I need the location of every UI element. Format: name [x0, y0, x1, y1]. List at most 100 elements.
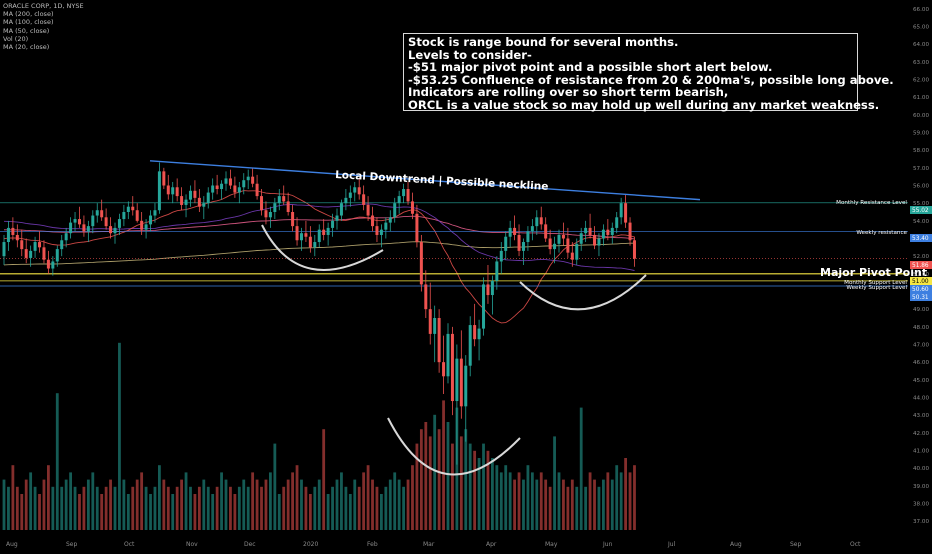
- volume-bar: [166, 486, 170, 530]
- volume-bar: [451, 443, 454, 530]
- volume-bar: [468, 443, 472, 530]
- candle-body: [153, 210, 157, 216]
- volume-bar: [437, 429, 441, 530]
- x-tick-label: Mar: [423, 541, 435, 548]
- volume-bar: [455, 407, 459, 530]
- volume-bar: [269, 472, 272, 530]
- volume-bar: [91, 472, 95, 530]
- candle-body: [29, 250, 33, 258]
- volume-bar: [264, 479, 268, 530]
- volume-bar: [15, 486, 19, 530]
- candle-body: [557, 234, 561, 244]
- volume-bar: [211, 494, 215, 530]
- candle-body: [455, 358, 459, 402]
- candle-body: [162, 171, 166, 186]
- volume-bar: [78, 494, 81, 530]
- legend-ma100[interactable]: MA (100, close): [3, 18, 54, 27]
- volume-bar: [593, 479, 596, 530]
- volume-bar: [606, 472, 610, 530]
- volume-bar: [171, 494, 175, 530]
- x-tick-label: Dec: [244, 541, 256, 548]
- x-tick-label: May: [545, 541, 558, 548]
- volume-bar: [224, 479, 228, 530]
- legend-ma20[interactable]: MA (20, close): [3, 43, 50, 52]
- y-tick-label: 41.00: [913, 449, 929, 455]
- candle-body: [220, 183, 224, 190]
- volume-bar: [24, 479, 28, 530]
- y-tick-label: 62.00: [913, 78, 929, 84]
- volume-bar: [308, 494, 312, 530]
- candle-body: [606, 229, 610, 235]
- candle-body: [24, 249, 28, 258]
- legend-ma50[interactable]: MA (50, close): [3, 26, 50, 35]
- volume-bar: [42, 479, 46, 530]
- level-label: Weekly Support Level: [846, 285, 907, 291]
- candle-body: [619, 203, 623, 218]
- volume-bar: [402, 486, 405, 530]
- candle-body: [597, 238, 601, 246]
- candle-body: [260, 196, 264, 211]
- volume-bar: [242, 479, 246, 530]
- volume-bar: [122, 479, 126, 530]
- volume-bar: [140, 472, 144, 530]
- price-tag: [910, 285, 932, 293]
- candle-body: [228, 178, 232, 186]
- ma200-line: [3, 241, 635, 266]
- candle-body: [322, 229, 326, 235]
- volume-bar: [419, 429, 423, 530]
- volume-bar: [557, 472, 561, 530]
- downtrend-label: Local Downtrend | Possible neckline: [335, 169, 549, 193]
- candle-body: [530, 226, 534, 232]
- candle-body: [433, 318, 437, 334]
- axes-layer: 66.00 65.00 64.00 63.00 62.00 61.00 60.00 59.00…: [6, 7, 932, 548]
- volume-bar: [326, 494, 330, 530]
- volume-bar: [526, 465, 530, 530]
- y-tick-label: 58.00: [913, 148, 929, 154]
- volume-bar: [375, 486, 379, 530]
- volume-bar: [237, 486, 241, 530]
- volume-bar: [597, 486, 601, 530]
- volume-bar: [304, 486, 308, 530]
- candle-body: [246, 176, 250, 181]
- candle-body: [335, 215, 339, 221]
- volume-bar: [64, 479, 68, 530]
- volume-bar: [415, 443, 419, 530]
- candle-body: [38, 242, 42, 248]
- volume-bar: [7, 486, 10, 530]
- volume-bar: [162, 479, 166, 530]
- candle-body: [570, 252, 574, 260]
- legend-vol[interactable]: Vol (20): [3, 34, 29, 43]
- volume-bar: [353, 479, 357, 530]
- volume-bar: [504, 465, 508, 530]
- candle-body: [55, 249, 59, 262]
- candle-body: [69, 222, 73, 234]
- x-tick-label: Apr: [486, 541, 497, 548]
- volume-bar: [295, 465, 299, 530]
- volume-bar: [109, 479, 112, 530]
- volume-bar: [388, 479, 392, 530]
- price-tag-label: 51.00: [912, 279, 929, 285]
- candle-body: [366, 204, 370, 216]
- candle-body: [353, 187, 357, 193]
- volume-bar: [424, 422, 428, 530]
- volume-bar: [535, 479, 539, 530]
- candle-body: [313, 242, 317, 248]
- candle-body: [317, 229, 321, 243]
- candle-body: [339, 203, 343, 216]
- candle-body: [593, 234, 597, 246]
- price-tag: [910, 206, 932, 214]
- candle-body: [388, 217, 392, 223]
- candle-body: [588, 227, 592, 235]
- volume-bar: [184, 472, 188, 530]
- volume-bar: [193, 494, 197, 530]
- y-tick-label: 54.00: [913, 219, 929, 225]
- volume-bar: [82, 486, 86, 530]
- price-tag: [910, 234, 932, 242]
- candle-body: [188, 190, 192, 200]
- x-tick-label: Oct: [850, 541, 861, 548]
- legend-ma200[interactable]: MA (200, close): [3, 10, 54, 19]
- candle-body: [504, 236, 508, 251]
- candle-body: [122, 212, 126, 220]
- note-line: ORCL is a value stock so may hold up wel…: [408, 97, 880, 112]
- volume-bar: [530, 472, 534, 530]
